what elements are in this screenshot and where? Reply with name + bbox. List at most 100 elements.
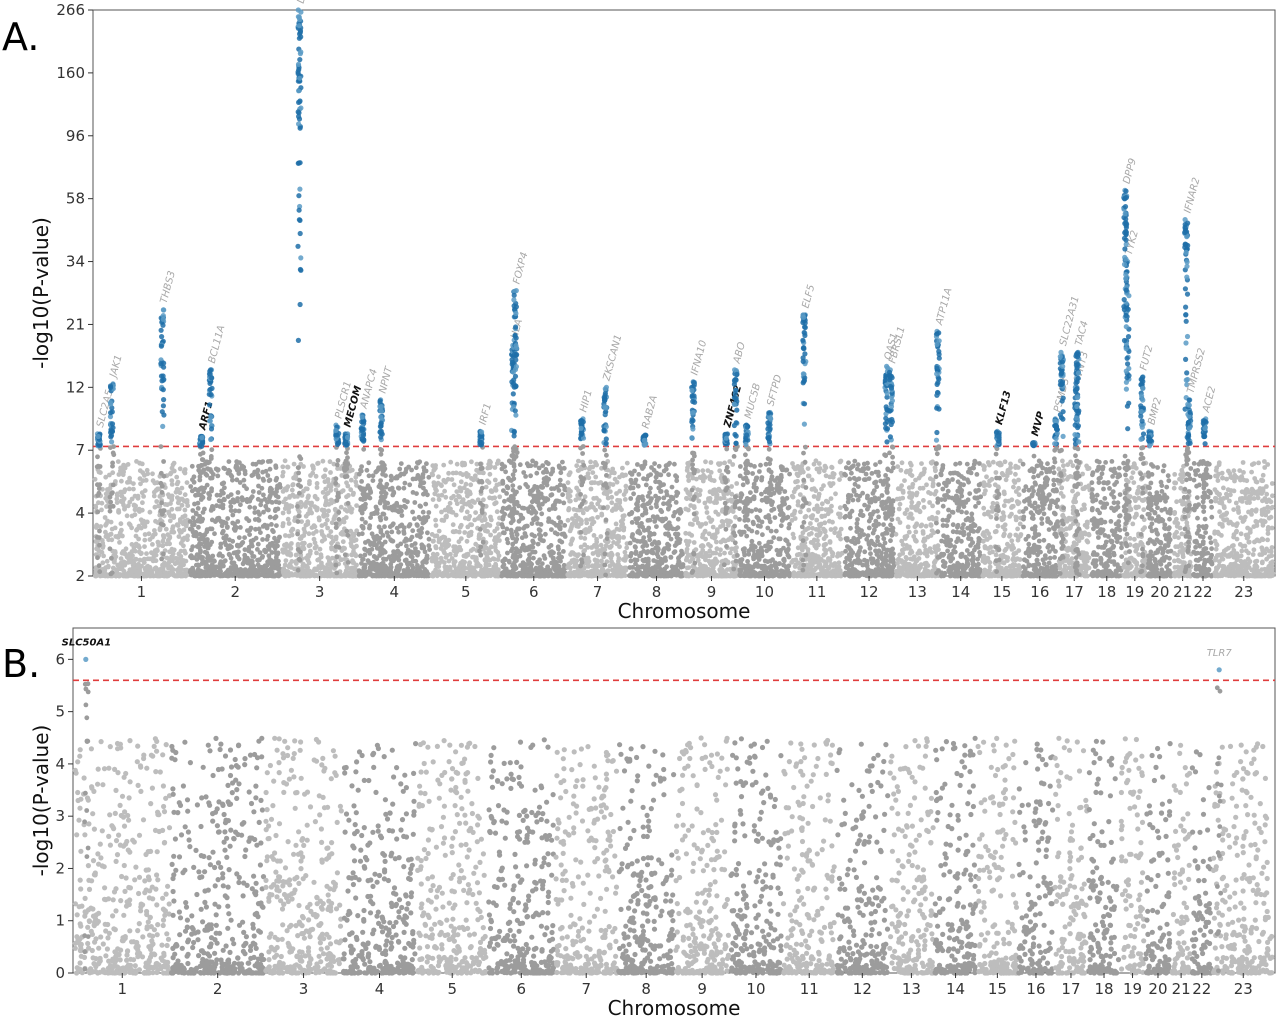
- background-point: [104, 504, 109, 509]
- panel-a-chart: SLC2A5JAK1THBS3ARF1BCL11ALZTFL1PLSCR1MEC…: [29, 0, 1276, 623]
- background-point: [697, 552, 703, 558]
- background-point: [342, 546, 347, 551]
- background-point: [170, 550, 175, 555]
- background-point: [289, 504, 295, 509]
- background-point: [96, 469, 102, 475]
- background-point: [599, 511, 605, 517]
- background-point: [457, 544, 462, 550]
- background-point: [675, 490, 681, 496]
- background-point: [114, 569, 120, 575]
- background-point: [274, 523, 279, 528]
- background-point: [180, 514, 186, 520]
- background-point: [177, 527, 182, 533]
- background-point: [183, 558, 189, 564]
- background-point: [614, 572, 620, 578]
- background-point: [561, 549, 566, 554]
- background-point: [631, 491, 636, 497]
- background-point: [166, 559, 172, 565]
- background-point: [546, 544, 552, 550]
- background-point: [351, 565, 357, 571]
- background-point: [497, 494, 503, 500]
- background-point: [774, 547, 780, 553]
- background-point: [238, 502, 243, 508]
- background-point: [472, 473, 478, 479]
- background-point: [403, 557, 409, 563]
- background-point: [537, 536, 543, 542]
- background-point: [314, 485, 320, 490]
- background-point: [749, 543, 754, 548]
- background-point: [751, 481, 757, 487]
- background-point: [168, 501, 173, 506]
- background-point: [180, 573, 186, 579]
- background-point: [298, 536, 304, 541]
- background-point: [441, 462, 447, 468]
- background-point: [663, 466, 669, 472]
- background-point: [506, 458, 512, 464]
- background-point: [721, 569, 727, 575]
- background-point: [299, 541, 305, 546]
- background-point: [329, 545, 334, 550]
- background-point: [375, 570, 380, 576]
- background-point: [446, 509, 452, 514]
- background-point: [153, 552, 158, 558]
- background-point: [301, 573, 306, 579]
- background-point: [585, 564, 591, 569]
- background-point: [329, 534, 334, 540]
- background-point: [124, 513, 130, 519]
- background-point: [615, 552, 621, 557]
- background-point: [140, 500, 145, 506]
- background-point: [317, 570, 323, 576]
- background-point: [555, 544, 561, 550]
- background-point: [574, 485, 579, 491]
- background-point: [383, 491, 389, 497]
- background-point: [565, 517, 571, 523]
- background-point: [373, 555, 378, 560]
- background-point: [167, 518, 173, 524]
- background-point: [152, 504, 158, 510]
- background-point: [126, 486, 132, 492]
- background-point: [380, 471, 385, 477]
- background-point: [684, 495, 689, 501]
- background-point: [131, 573, 137, 579]
- background-point: [316, 515, 322, 521]
- background-point: [584, 517, 589, 523]
- background-point: [160, 543, 166, 548]
- background-point: [264, 568, 269, 574]
- background-point: [769, 563, 774, 569]
- background-point: [742, 573, 747, 579]
- background-point: [252, 517, 258, 522]
- background-point: [359, 569, 365, 574]
- background-point: [308, 473, 313, 478]
- background-point: [291, 461, 297, 467]
- background-point: [423, 501, 429, 507]
- background-point: [138, 481, 143, 487]
- background-point: [462, 565, 468, 571]
- background-point: [127, 499, 133, 505]
- background-point: [775, 475, 780, 481]
- background-point: [708, 568, 713, 574]
- background-point: [775, 572, 780, 578]
- background-point: [752, 573, 758, 579]
- background-point: [451, 544, 456, 550]
- background-point: [558, 573, 564, 579]
- background-point: [706, 542, 711, 547]
- background-point: [202, 544, 207, 549]
- background-point: [433, 503, 439, 509]
- background-point: [132, 512, 138, 518]
- background-point: [426, 536, 432, 542]
- background-point: [218, 519, 224, 525]
- background-point: [242, 535, 248, 540]
- background-point: [169, 529, 175, 535]
- background-point: [397, 550, 402, 556]
- background-point: [750, 495, 756, 501]
- background-point: [704, 510, 710, 515]
- background-point: [145, 471, 151, 477]
- background-point: [168, 564, 174, 570]
- background-point: [540, 463, 546, 468]
- background-point: [413, 465, 419, 471]
- background-point: [601, 490, 607, 496]
- background-point: [630, 532, 635, 537]
- background-point: [118, 556, 124, 561]
- background-point: [454, 489, 460, 494]
- background-point: [394, 475, 400, 481]
